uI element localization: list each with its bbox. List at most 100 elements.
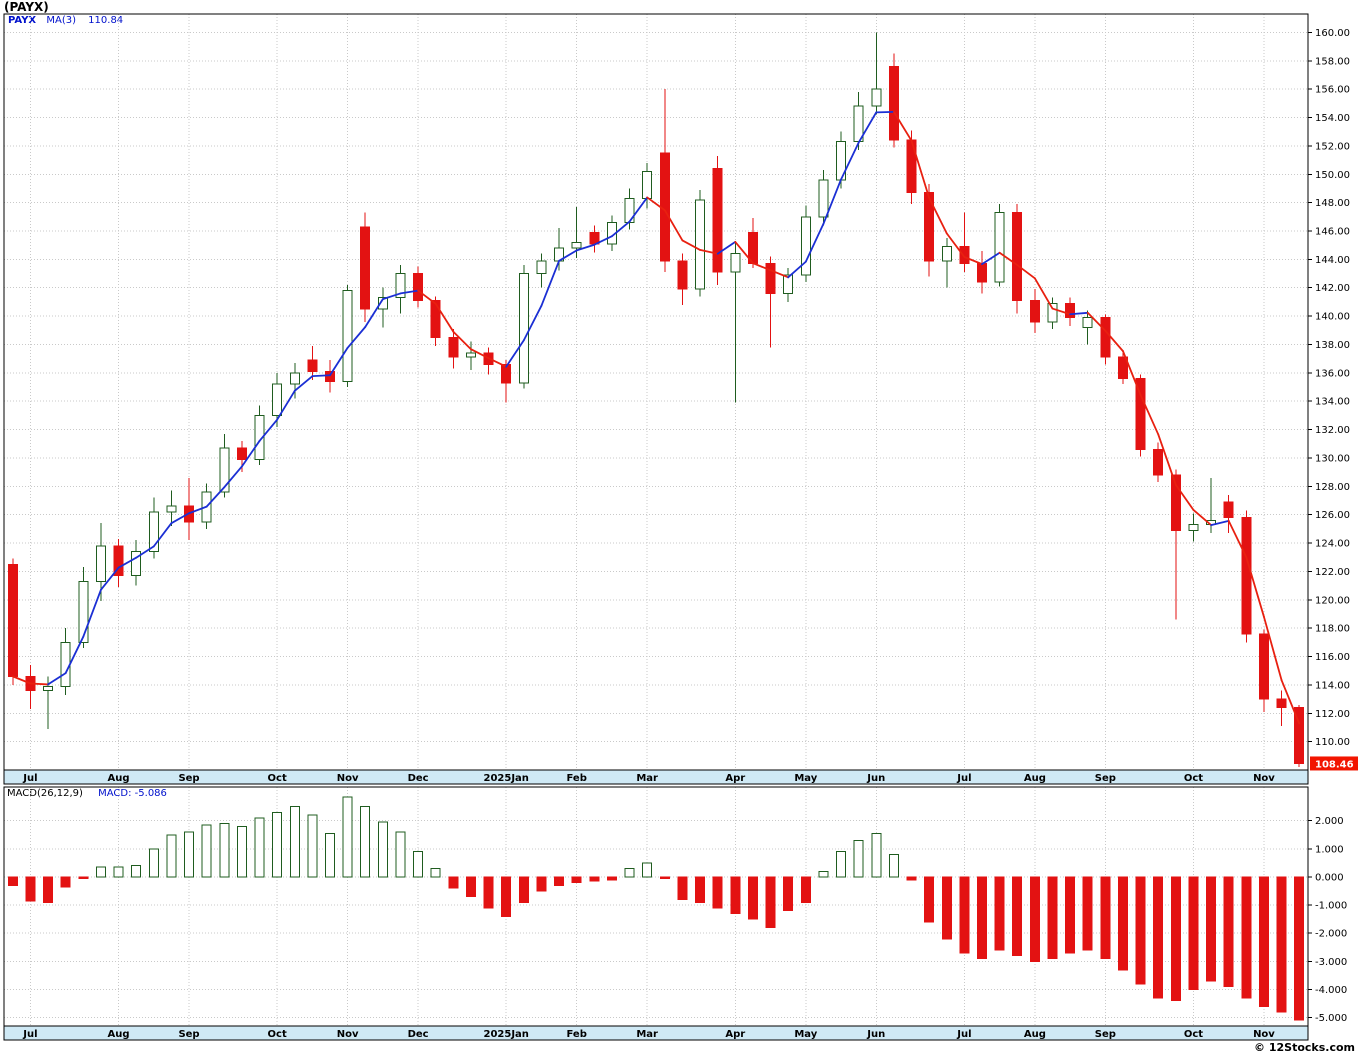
ma-segment [470,348,490,360]
macd-bar-positive [818,870,829,878]
ma-segment [223,465,243,489]
macd-bar-negative [1012,876,1023,957]
ma-segment [857,111,878,144]
ma-segment [346,326,367,349]
axis-tick-label: 156.00 [1315,85,1350,96]
ma-segment [716,240,737,255]
ma-segment [699,249,719,255]
ma-segment [399,289,420,295]
month-label: Oct [268,773,287,784]
macd-bar-positive [342,796,353,878]
macd-bar-negative [994,876,1005,951]
candle-body [712,168,723,273]
candle-body [1012,212,1023,302]
candle-body [219,447,230,493]
candle-body [377,297,388,310]
ma-segment [117,556,138,569]
month-label: Dec [408,773,429,784]
ma-segment [822,178,842,225]
month-label: Jul [956,1029,971,1040]
month-label: May [794,773,817,784]
candle-body [325,370,335,382]
last-price-tag-text: 108.46 [1315,759,1354,770]
month-label: Oct [1184,1029,1203,1040]
month-label: 2025Jan [484,1029,529,1040]
candle-body [1170,474,1181,531]
macd-bar-positive [166,834,177,878]
axis-tick-label: 118.00 [1315,624,1350,635]
ma-segment [804,223,825,263]
ma-segment [1139,394,1160,436]
macd-bar-negative [695,876,706,903]
axis-tick-label: 120.00 [1315,595,1350,606]
macd-bar-negative [677,876,688,900]
candle-body [236,447,247,460]
axis-tick-label: 116.00 [1315,652,1350,663]
axis-tick-label: 112.00 [1315,709,1350,720]
axis-tick-label: 114.00 [1315,680,1350,691]
ma-segment [1210,519,1230,526]
month-label: Sep [1095,773,1116,784]
candle-body [994,212,1005,283]
x-axis-strip [4,1026,1308,1040]
month-label: Dec [408,1029,429,1040]
candle-body [131,551,142,577]
month-label: Nov [1253,773,1275,784]
macd-bar-positive [236,825,247,878]
candle-body [342,290,353,382]
ma-segment [1051,307,1072,316]
macd-bar-positive [360,806,371,878]
ma-segment [681,239,701,251]
month-label: Aug [1024,773,1046,784]
candle-body [430,300,441,338]
macd-bar-positive [95,866,106,878]
candle-body [95,545,106,582]
ma-segment [188,505,208,515]
ma-segment [892,110,913,142]
macd-bar-positive [413,851,424,878]
copyright-link[interactable]: © 12Stocks.com [1254,1041,1355,1054]
macd-bar-negative [7,876,18,886]
month-label: Aug [108,773,130,784]
axis-tick-label: 154.00 [1315,113,1350,124]
macd-bar-negative [765,876,776,929]
candle-body [888,65,899,141]
candle-body [78,580,89,643]
ma-segment [752,262,772,272]
macd-bar-negative [906,876,917,881]
axis-tick-label: 146.00 [1315,227,1350,238]
ma-segment [205,486,226,508]
last-price-tag [1310,756,1358,771]
axis-tick-label: -5.000 [1315,1013,1347,1024]
macd-bar-positive [624,868,635,878]
candle-body [166,505,177,513]
page-title: (PAYX) [4,0,49,14]
ma-segment [787,260,807,279]
candle-body [272,383,283,416]
ma-segment [152,522,173,548]
ma-segment [135,545,155,559]
month-label: Sep [1095,1029,1116,1040]
axis-tick-label: 136.00 [1315,368,1350,379]
month-label: Nov [337,1029,359,1040]
ma-segment [611,220,631,238]
month-label: Mar [636,1029,658,1040]
macd-bar-negative [1153,876,1164,999]
candle-body [1135,378,1146,450]
axis-tick-label: 128.00 [1315,482,1350,493]
candle-body [501,363,512,384]
axis-tick-label: 160.00 [1315,28,1350,39]
macd-bar-negative [25,876,36,902]
candle-body [113,545,124,577]
ma-segment [434,302,455,333]
ma-segment [1033,277,1054,310]
ma-segment [1122,350,1142,396]
axis-tick-label: 138.00 [1315,340,1350,351]
month-label: Aug [1024,1029,1046,1040]
macd-bar-positive [395,831,406,878]
macd-bar-positive [289,806,300,878]
macd-bar-positive [377,821,388,878]
macd-bar-negative [465,876,476,898]
axis-tick-label: 110.00 [1315,737,1350,748]
macd-bar-negative [448,876,459,889]
